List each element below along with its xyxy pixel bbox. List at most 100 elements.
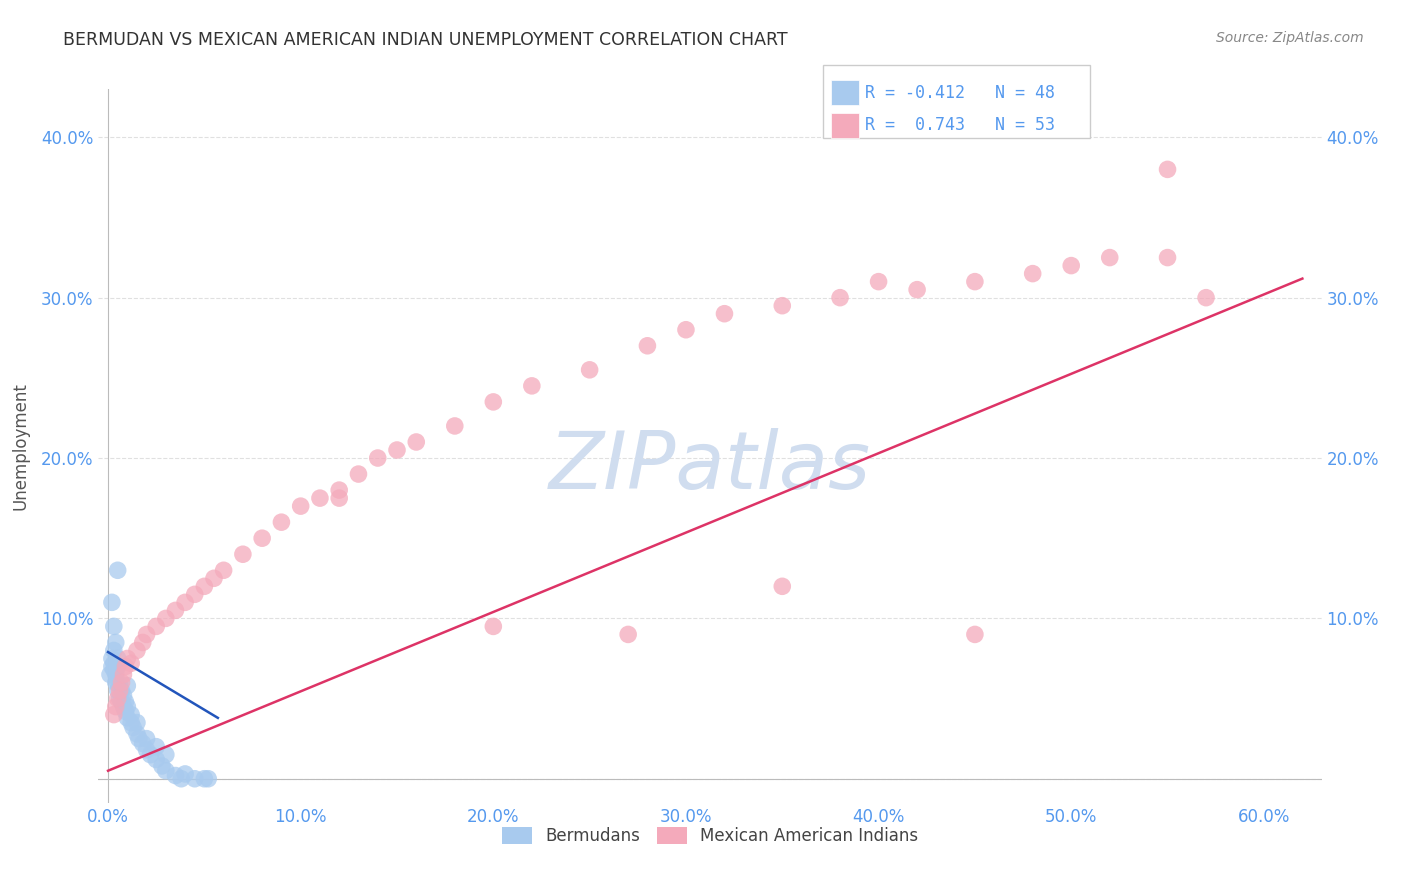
Point <box>103 619 125 633</box>
Text: ZIPatlas: ZIPatlas <box>548 428 872 507</box>
Point <box>132 736 155 750</box>
Point <box>165 768 187 782</box>
Point <box>114 659 136 673</box>
Point <box>104 667 127 681</box>
Point <box>135 743 157 757</box>
Point <box>103 707 125 722</box>
Text: R =  0.743   N = 53: R = 0.743 N = 53 <box>865 116 1054 134</box>
Point <box>270 515 292 529</box>
Point <box>155 747 177 762</box>
Point <box>98 667 121 681</box>
Point <box>145 752 167 766</box>
Point <box>202 571 225 585</box>
Point <box>1098 251 1121 265</box>
Point <box>103 657 125 671</box>
Point <box>128 731 150 746</box>
Point <box>905 283 928 297</box>
Point <box>107 675 129 690</box>
Point <box>101 595 124 609</box>
Legend: Bermudans, Mexican American Indians: Bermudans, Mexican American Indians <box>495 820 925 852</box>
Point <box>125 727 148 741</box>
Point <box>1156 162 1178 177</box>
Point <box>117 679 139 693</box>
Y-axis label: Unemployment: Unemployment <box>11 382 30 510</box>
Point <box>193 579 215 593</box>
Point <box>104 635 127 649</box>
Point <box>155 764 177 778</box>
Point <box>290 499 312 513</box>
Point <box>385 442 408 457</box>
Text: R = -0.412   N = 48: R = -0.412 N = 48 <box>865 84 1054 102</box>
Point <box>1021 267 1043 281</box>
Point <box>443 419 465 434</box>
Point <box>112 699 135 714</box>
Point <box>114 705 136 719</box>
Point <box>104 675 127 690</box>
Point <box>107 691 129 706</box>
Point <box>482 619 505 633</box>
Point <box>828 291 851 305</box>
Point <box>145 619 167 633</box>
Point <box>107 651 129 665</box>
Point <box>125 643 148 657</box>
Point <box>135 627 157 641</box>
Point <box>520 379 543 393</box>
Point <box>101 659 124 673</box>
Point <box>184 772 207 786</box>
Point <box>174 595 197 609</box>
Point <box>165 603 187 617</box>
Point <box>135 731 157 746</box>
Point <box>232 547 254 561</box>
Point <box>174 767 197 781</box>
Point <box>1060 259 1083 273</box>
Point <box>107 683 129 698</box>
Point <box>110 675 132 690</box>
Point <box>122 721 145 735</box>
Point <box>101 651 124 665</box>
Point <box>367 450 389 465</box>
Point <box>145 739 167 754</box>
Point <box>103 643 125 657</box>
Point <box>103 663 125 677</box>
Point <box>117 699 139 714</box>
Point <box>112 667 135 681</box>
Point <box>309 491 332 505</box>
Point <box>114 695 136 709</box>
Point <box>868 275 890 289</box>
Point <box>963 275 986 289</box>
Point <box>110 683 132 698</box>
Point <box>636 339 658 353</box>
Point <box>107 659 129 673</box>
Point <box>347 467 370 481</box>
Point <box>617 627 640 641</box>
Point <box>193 772 215 786</box>
Point <box>1156 251 1178 265</box>
Point <box>713 307 735 321</box>
Point <box>405 435 427 450</box>
Point <box>770 579 793 593</box>
Point <box>197 772 219 786</box>
Point <box>1195 291 1218 305</box>
Point <box>112 689 135 703</box>
Point <box>120 657 142 671</box>
Point <box>150 759 173 773</box>
Point <box>578 363 600 377</box>
Point <box>675 323 697 337</box>
Point <box>963 627 986 641</box>
Point <box>250 531 273 545</box>
Point <box>770 299 793 313</box>
Point <box>108 679 131 693</box>
Point <box>139 747 162 762</box>
Point <box>155 611 177 625</box>
Point <box>120 707 142 722</box>
Point <box>108 683 131 698</box>
Point <box>117 651 139 665</box>
Point <box>132 635 155 649</box>
Point <box>104 699 127 714</box>
Point <box>184 587 207 601</box>
Point <box>328 491 350 505</box>
Point <box>107 563 129 577</box>
Point <box>108 691 131 706</box>
Point <box>117 711 139 725</box>
Point <box>120 715 142 730</box>
